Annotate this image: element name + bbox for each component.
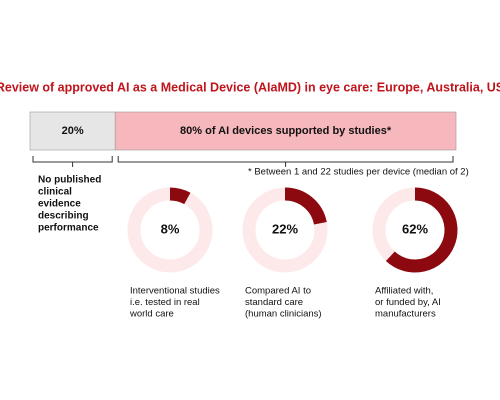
note: No published [38,175,101,186]
donut-value: 8% [161,221,180,236]
caption: (human clinicians) [245,309,322,320]
note: clinical [38,187,72,198]
donut-arc [284,187,327,225]
bar-label: 80% of AI devices supported by studies* [180,125,392,137]
bracket [32,156,113,167]
note: describing [38,211,89,222]
note: * Between 1 and 22 studies per device (m… [248,167,469,178]
donut-value: 22% [272,221,298,236]
caption: or funded by, AI [375,297,441,308]
caption: i.e. tested in real [130,297,200,308]
title: Review of approved AI as a Medical Devic… [0,80,500,94]
donut-arc [169,187,191,205]
caption: manufacturers [375,309,436,320]
caption: standard care [245,297,303,308]
caption: world care [129,309,174,320]
bar-label: 20% [62,125,84,137]
caption: Compared AI to [245,286,311,297]
note: performance [38,223,99,234]
caption: Affiliated with, [375,286,433,297]
bar-segment [29,111,116,151]
bracket [117,156,454,167]
bar-segment [114,111,457,151]
caption: Interventional studies [130,286,220,297]
donut-arc [385,187,458,273]
note: evidence [38,199,81,210]
donut-value: 62% [402,221,428,236]
